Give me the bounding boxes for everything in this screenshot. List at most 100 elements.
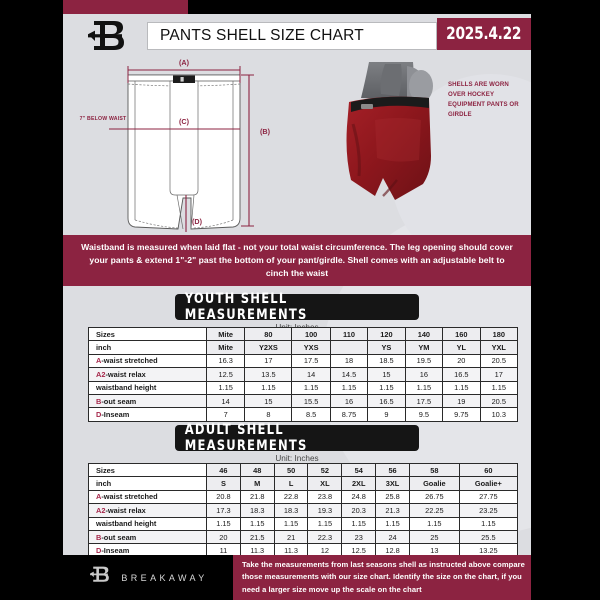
- table-cell: 24: [375, 529, 410, 545]
- measurement-code: D: [96, 410, 102, 420]
- table-cell: 20.3: [341, 503, 377, 518]
- table-cell: 15.5: [291, 393, 331, 409]
- youth-measurements-table: Sizes Mite 80 100 110 120 140 160 180 inch Mite Y2X…: [88, 326, 519, 422]
- table-cell: 1.15: [458, 516, 519, 531]
- footer-brand-block: BREAKAWAY: [63, 555, 233, 600]
- table-cell: 14: [291, 367, 331, 382]
- footer-brand-name: BREAKAWAY: [121, 572, 208, 583]
- table-cell: 25: [408, 529, 460, 545]
- table-row: A-waist stretched 16.3 17 17.5 18 18.5 19.5 20 2…: [88, 353, 519, 369]
- table-cell: 11: [206, 543, 241, 555]
- table-row: waistband height 1.15 1.15 1.15 1.15 1.15 1.15…: [88, 516, 519, 531]
- table-cell: 12.8: [375, 543, 410, 555]
- table-cell: Goalie: [408, 476, 460, 491]
- table-cell: 21: [273, 529, 309, 545]
- row-label: D-Inseam: [88, 407, 207, 422]
- page-header: PANTS SHELL SIZE CHART 2025.4.22: [63, 14, 531, 58]
- table-cell: 60: [458, 462, 519, 478]
- table-cell: 22.8: [273, 489, 309, 505]
- table-cell: 20.8: [206, 489, 241, 505]
- table-cell: 1.15: [375, 516, 410, 531]
- photo-note: SHELLS ARE WORN OVER HOCKEY EQUIPMENT PA…: [448, 81, 519, 118]
- table-cell: 1.15: [404, 380, 444, 395]
- table-cell: 2XL: [341, 476, 377, 491]
- table-cell: 8: [244, 407, 293, 422]
- revision-date: 2025.4.22: [446, 24, 522, 44]
- table-cell: 1.15: [273, 516, 309, 531]
- table-cell: 56: [375, 462, 410, 478]
- table-cell: 14.5: [329, 367, 369, 382]
- table-cell: 22.3: [307, 529, 343, 545]
- table-cell: 20: [206, 529, 241, 545]
- table-cell: Mite: [205, 340, 246, 355]
- table-cell: 20.5: [479, 353, 519, 369]
- table-cell: 1.15: [205, 380, 246, 395]
- below-waist-note: 7" BELOW WAIST: [79, 116, 127, 122]
- table-cell: 1.15: [341, 516, 377, 531]
- measurement-code: A: [96, 356, 102, 366]
- table-cell: 17: [479, 367, 519, 382]
- table-cell: 1.15: [329, 380, 369, 395]
- table-cell: Goalie+: [458, 476, 519, 491]
- table-row: D-Inseam 7 8 8.5 8.75 9 9.5 9.75 10.3: [88, 407, 519, 422]
- adult-section-banner: ADULT SHELL MEASUREMENTS Unit: Inches: [63, 422, 531, 463]
- table-cell: 110: [329, 326, 369, 342]
- table-cell: 17.3: [206, 503, 241, 518]
- table-cell: 1.15: [291, 380, 331, 395]
- table-cell: 58: [408, 462, 460, 478]
- table-cell: 17.5: [291, 353, 331, 369]
- table-cell: 18.3: [239, 503, 275, 518]
- row-label: A-waist stretched: [88, 489, 207, 505]
- table-cell: YXS: [291, 340, 331, 355]
- row-label: Sizes: [88, 462, 207, 478]
- hockey-pant-shell-photo: [346, 62, 433, 200]
- table-cell: 20.5: [479, 393, 519, 409]
- table-cell: YS: [367, 340, 406, 355]
- adult-section-pill: ADULT SHELL MEASUREMENTS: [175, 422, 419, 454]
- table-row: inch S M L XL 2XL 3XL Goalie Goalie+: [88, 476, 519, 491]
- table-cell: 25.5: [458, 529, 519, 545]
- table-cell: 16.5: [442, 367, 481, 382]
- revision-date-badge: 2025.4.22: [437, 18, 531, 50]
- table-cell: 16.5: [367, 393, 406, 409]
- row-label: A2-waist relax: [88, 367, 207, 382]
- breakaway-b-logo-icon: [77, 16, 137, 58]
- table-cell: 120: [367, 326, 406, 342]
- table-cell: 20: [442, 353, 481, 369]
- table-cell: 8.5: [291, 407, 331, 422]
- table-cell: 3XL: [375, 476, 410, 491]
- footer-note-text: Take the measurements from last seasons …: [242, 560, 525, 594]
- table-cell: 25.8: [375, 489, 410, 505]
- table-cell: 13.5: [244, 367, 293, 382]
- measurement-code: A2: [96, 505, 106, 515]
- table-cell: 1.15: [239, 516, 275, 531]
- row-label: D-Inseam: [88, 543, 207, 555]
- adult-measurements-table: Sizes 46 48 50 52 54 56 58 60 inch S M L XL 2XL 3XL Goal…: [88, 462, 519, 555]
- row-label: A2-waist relax: [88, 503, 207, 518]
- row-label: inch: [88, 476, 207, 491]
- table-cell: 140: [404, 326, 444, 342]
- table-cell: 15: [367, 367, 406, 382]
- table-cell: 100: [291, 326, 331, 342]
- table-row: Sizes Mite 80 100 110 120 140 160 180: [88, 326, 519, 342]
- table-cell: XL: [307, 476, 343, 491]
- table-cell: 16: [329, 393, 369, 409]
- table-cell: 22.25: [408, 503, 460, 518]
- table-cell: 21.3: [375, 503, 410, 518]
- chart-sheet: PANTS SHELL SIZE CHART 2025.4.22 7" BELO…: [63, 14, 531, 555]
- adult-unit-label: Unit: Inches: [275, 454, 319, 463]
- table-cell: 12.5: [205, 367, 246, 382]
- top-accent-strip: [63, 0, 188, 14]
- table-cell: 14: [205, 393, 246, 409]
- table-cell: 52: [307, 462, 343, 478]
- table-cell: 18.3: [273, 503, 309, 518]
- table-cell: 160: [442, 326, 481, 342]
- measurement-code: B: [96, 396, 102, 406]
- table-cell: Y2XS: [244, 340, 293, 355]
- dimension-label-b: (B): [260, 127, 271, 136]
- table-cell: 11.3: [273, 543, 309, 555]
- youth-section-title: YOUTH SHELL MEASUREMENTS: [184, 291, 308, 323]
- dimension-label-c: (C): [179, 117, 190, 126]
- dimension-label-a: (A): [179, 58, 190, 67]
- row-label: A-waist stretched: [88, 353, 207, 369]
